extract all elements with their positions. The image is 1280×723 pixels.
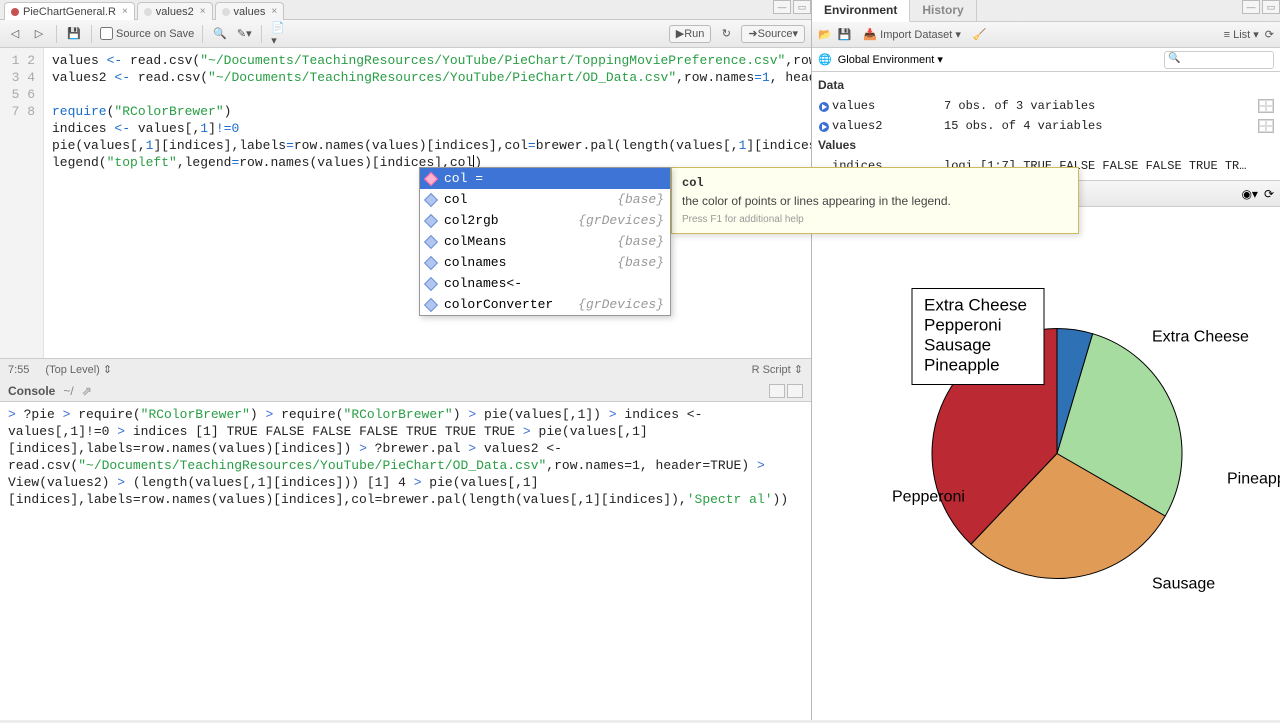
env-toolbar: 📂 💾 📥 Import Dataset ▾ 🧹 ≡ List ▾ ⟳: [812, 22, 1280, 48]
cursor-position: 7:55: [8, 364, 29, 376]
scope-selector[interactable]: Global Environment ▾: [838, 53, 943, 66]
tab-history[interactable]: History: [910, 0, 976, 21]
save-icon[interactable]: 💾: [65, 25, 83, 43]
plot-pane: ◀ ▶ 🔍 💾▾ ✖ 🧹 ◉▾ ⟳ Extra CheesePepperoniS…: [812, 180, 1280, 720]
import-dataset-button[interactable]: 📥 Import Dataset ▾: [863, 28, 960, 41]
pane-controls: — ▭: [773, 0, 811, 19]
console-cwd: ~/: [63, 384, 73, 398]
console-output[interactable]: > ?pie > require("RColorBrewer") > requi…: [0, 402, 811, 720]
svg-text:Sausage: Sausage: [924, 336, 991, 355]
refresh-icon[interactable]: ⟳: [1265, 28, 1274, 41]
help-name: col: [682, 176, 1068, 190]
plot-area: Extra CheesePepperoniSausagePineappleExt…: [812, 207, 1280, 720]
table-icon: [144, 8, 152, 16]
tab-values[interactable]: values ×: [215, 2, 285, 20]
autocomplete-item[interactable]: col2rgb{grDevices}: [420, 210, 670, 231]
env-search-input[interactable]: [1164, 51, 1274, 69]
load-icon[interactable]: 📂: [818, 28, 832, 41]
expand-icon[interactable]: [818, 119, 832, 133]
autocomplete-item[interactable]: colMeans{base}: [420, 231, 670, 252]
close-icon[interactable]: ×: [200, 6, 206, 17]
console-title: Console: [8, 384, 55, 398]
maximize-icon[interactable]: [787, 384, 803, 398]
maximize-icon[interactable]: ▭: [793, 0, 811, 14]
editor-toolbar: ◁ ▷ 💾 Source on Save 🔍 ✎▾ 📄▾ ▶ Run ↻ ➜ S…: [0, 20, 811, 48]
autocomplete-item[interactable]: colnames<-: [420, 273, 670, 294]
close-icon[interactable]: ×: [271, 6, 277, 17]
editor-statusbar: 7:55 (Top Level) ⇕ R Script ⇕: [0, 358, 811, 380]
modified-dot-icon: [11, 8, 19, 16]
popout-icon[interactable]: ⇗: [82, 384, 92, 398]
search-icon: 🔍: [1168, 53, 1180, 64]
env-row-values[interactable]: values 7 obs. of 3 variables: [818, 96, 1274, 116]
language-indicator[interactable]: R Script ⇕: [752, 363, 803, 376]
forward-icon[interactable]: ▷: [30, 25, 48, 43]
minimize-icon[interactable]: [769, 384, 785, 398]
source-on-save-checkbox[interactable]: Source on Save: [100, 27, 194, 40]
pie-chart: Extra CheesePepperoniSausagePineappleExt…: [812, 207, 1280, 720]
scope-indicator[interactable]: (Top Level) ⇕: [45, 363, 112, 376]
data-heading: Data: [818, 78, 1274, 92]
source-on-save-input[interactable]: [100, 27, 113, 40]
tab-label: values: [234, 6, 266, 18]
env-body: Data values 7 obs. of 3 variables values…: [812, 72, 1280, 180]
expand-icon[interactable]: [818, 99, 832, 113]
find-icon[interactable]: 🔍: [211, 25, 229, 43]
refresh-icon[interactable]: ⟳: [1264, 187, 1274, 201]
maximize-icon[interactable]: ▭: [1262, 0, 1280, 14]
tab-piechart[interactable]: PieChartGeneral.R ×: [4, 2, 135, 20]
table-icon: [222, 8, 230, 16]
rerun-icon[interactable]: ↻: [717, 25, 735, 43]
editor-tabbar: PieChartGeneral.R × values2 × values × —…: [0, 0, 811, 20]
back-icon[interactable]: ◁: [6, 25, 24, 43]
tab-label: values2: [156, 6, 194, 18]
tab-label: PieChartGeneral.R: [23, 6, 116, 18]
autocomplete-help: col the color of points or lines appeari…: [671, 167, 1079, 234]
grid-icon[interactable]: [1258, 119, 1274, 133]
report-icon[interactable]: 📄▾: [270, 25, 288, 43]
save-icon[interactable]: 💾: [838, 28, 852, 41]
svg-text:Extra Cheese: Extra Cheese: [1152, 329, 1249, 346]
globe-icon: 🌐: [818, 53, 832, 66]
autocomplete-item[interactable]: colorConverter{grDevices}: [420, 294, 670, 315]
help-description: the color of points or lines appearing i…: [682, 194, 1068, 208]
svg-text:Sausage: Sausage: [1152, 576, 1215, 593]
gutter: 1 2 3 4 5 6 7 8: [0, 48, 44, 358]
minimize-icon[interactable]: —: [1242, 0, 1260, 14]
tab-values2[interactable]: values2 ×: [137, 2, 213, 20]
env-tabbar: Environment History — ▭: [812, 0, 1280, 22]
list-mode-button[interactable]: ≡ List ▾: [1224, 28, 1259, 41]
svg-text:Pineapple: Pineapple: [924, 356, 1000, 375]
close-icon[interactable]: ×: [122, 6, 128, 17]
svg-text:Extra Cheese: Extra Cheese: [924, 296, 1027, 315]
env-row-values2[interactable]: values2 15 obs. of 4 variables: [818, 116, 1274, 136]
wand-icon[interactable]: ✎▾: [235, 25, 253, 43]
autocomplete-item[interactable]: colnames{base}: [420, 252, 670, 273]
publish-icon[interactable]: ◉▾: [1241, 187, 1258, 201]
svg-text:Pineapple: Pineapple: [1227, 471, 1280, 488]
autocomplete-item[interactable]: col =: [420, 168, 670, 189]
env-scopebar: 🌐 Global Environment ▾ 🔍: [812, 48, 1280, 72]
help-hint: Press F1 for additional help: [682, 214, 1068, 225]
broom-icon[interactable]: 🧹: [973, 28, 987, 41]
console-header: Console ~/ ⇗: [0, 380, 811, 402]
svg-text:Pepperoni: Pepperoni: [924, 316, 1002, 335]
tab-environment[interactable]: Environment: [812, 0, 910, 22]
run-button[interactable]: ▶ Run: [669, 25, 712, 43]
source-button[interactable]: ➜ Source ▾: [741, 25, 805, 43]
autocomplete-popup[interactable]: col =col{base}col2rgb{grDevices}colMeans…: [419, 167, 671, 316]
autocomplete-item[interactable]: col{base}: [420, 189, 670, 210]
values-heading: Values: [818, 138, 1274, 152]
svg-text:Pepperoni: Pepperoni: [892, 489, 965, 506]
grid-icon[interactable]: [1258, 99, 1274, 113]
minimize-icon[interactable]: —: [773, 0, 791, 14]
